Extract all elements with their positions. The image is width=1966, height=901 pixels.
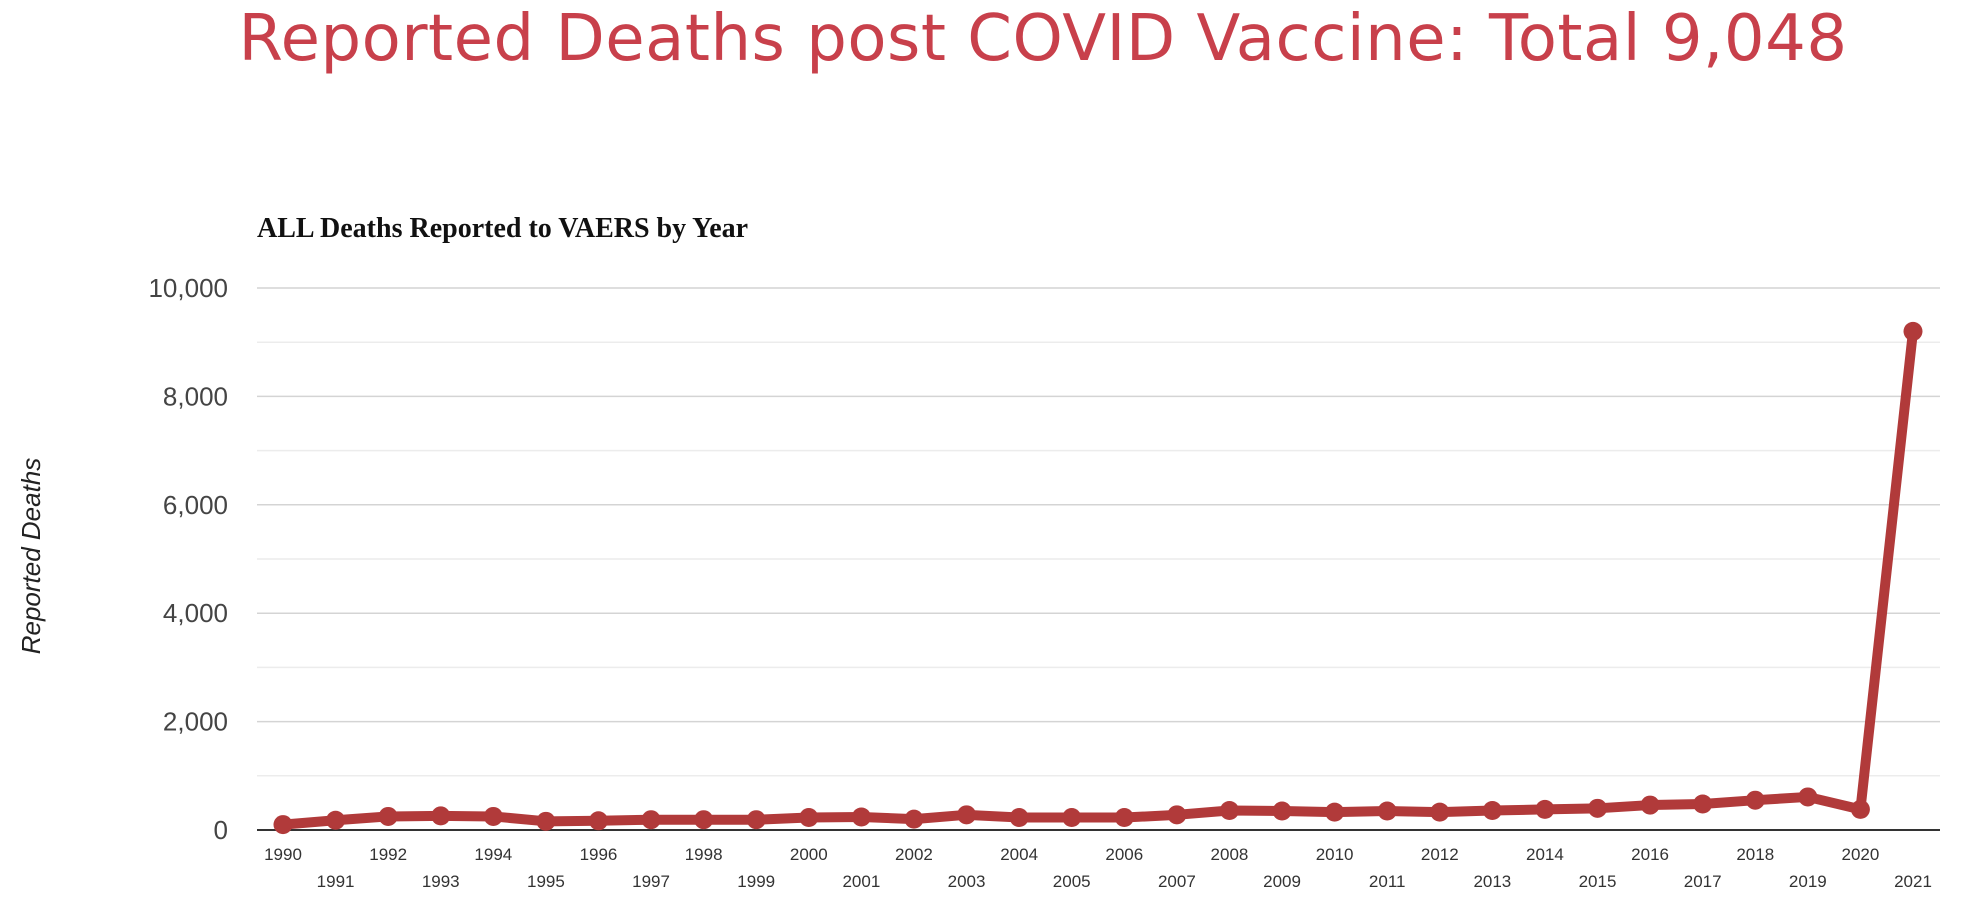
y-axis-label: Reported Deaths [16, 458, 46, 655]
data-point [1535, 799, 1555, 819]
x-tick-label: 1998 [685, 845, 723, 864]
x-tick-label: 2010 [1316, 845, 1354, 864]
data-point [1009, 808, 1029, 828]
x-tick-label: 1999 [737, 872, 775, 891]
x-tick-label: 1994 [474, 845, 512, 864]
x-tick-label: 1993 [422, 872, 460, 891]
gridlines [257, 287, 1940, 831]
y-tick-label: 6,000 [163, 490, 228, 520]
x-tick-label: 2014 [1526, 845, 1564, 864]
y-axis-ticks: 0 2,000 4,000 6,000 8,000 10,000 [148, 273, 228, 845]
data-point [536, 811, 556, 831]
x-tick-label: 2011 [1369, 872, 1406, 891]
y-tick-label: 10,000 [148, 273, 228, 303]
data-point [483, 806, 503, 826]
data-point [1798, 787, 1818, 807]
x-tick-label: 2004 [1000, 845, 1038, 864]
x-tick-label: 1997 [632, 872, 670, 891]
x-tick-label: 2009 [1263, 872, 1301, 891]
x-tick-label: 2018 [1736, 845, 1774, 864]
data-point [1430, 802, 1450, 822]
page-title: Reported Deaths post COVID Vaccine: Tota… [238, 2, 1848, 76]
data-point [1377, 801, 1397, 821]
data-point [799, 808, 819, 828]
data-point [957, 805, 977, 825]
y-tick-label: 8,000 [163, 381, 228, 411]
data-point [746, 810, 766, 830]
x-tick-label: 2003 [948, 872, 986, 891]
x-tick-label: 1991 [317, 872, 355, 891]
series-line [278, 326, 1918, 830]
x-axis-ticks: 1990 1991 1992 1993 1994 1995 1996 1997 1998 1999… [264, 845, 1932, 891]
x-tick-label: 1996 [580, 845, 618, 864]
series-polyline [278, 326, 1918, 830]
data-point [1114, 808, 1134, 828]
x-tick-label: 2002 [895, 845, 933, 864]
x-tick-label: 1995 [527, 872, 565, 891]
x-tick-label: 2017 [1684, 872, 1722, 891]
data-point [1325, 802, 1345, 822]
data-point [694, 810, 714, 830]
x-tick-label: 1990 [264, 845, 302, 864]
x-tick-label: 2008 [1211, 845, 1249, 864]
y-tick-label: 0 [214, 815, 228, 845]
data-point [851, 807, 871, 827]
data-point [1693, 794, 1713, 814]
x-tick-label: 2006 [1105, 845, 1143, 864]
data-point [431, 806, 451, 826]
chart-title: ALL Deaths Reported to VAERS by Year [257, 213, 748, 244]
data-point [588, 811, 608, 831]
data-point [1903, 321, 1923, 341]
x-tick-label: 2019 [1789, 872, 1827, 891]
data-point [1588, 798, 1608, 818]
y-tick-label: 2,000 [163, 707, 228, 737]
data-point [1272, 801, 1292, 821]
data-point [904, 809, 924, 829]
x-tick-label: 2020 [1842, 845, 1880, 864]
data-point [1850, 799, 1870, 819]
data-point [326, 810, 346, 830]
x-tick-label: 2016 [1631, 845, 1669, 864]
x-tick-label: 2021 [1894, 872, 1932, 891]
x-tick-label: 1992 [369, 845, 407, 864]
data-point [1745, 790, 1765, 810]
data-point [1062, 808, 1082, 828]
data-point [273, 815, 293, 835]
y-tick-label: 4,000 [163, 598, 228, 628]
x-tick-label: 2012 [1421, 845, 1459, 864]
data-point [1482, 800, 1502, 820]
x-tick-label: 2001 [842, 872, 880, 891]
x-tick-label: 2007 [1158, 872, 1196, 891]
data-point [641, 810, 661, 830]
x-tick-label: 2000 [790, 845, 828, 864]
data-point [1167, 805, 1187, 825]
x-tick-label: 2013 [1473, 872, 1511, 891]
x-tick-label: 2005 [1053, 872, 1091, 891]
x-tick-label: 2015 [1579, 872, 1617, 891]
data-point [1640, 795, 1660, 815]
data-point [378, 806, 398, 826]
data-points [273, 321, 1923, 835]
data-point [1219, 800, 1239, 820]
